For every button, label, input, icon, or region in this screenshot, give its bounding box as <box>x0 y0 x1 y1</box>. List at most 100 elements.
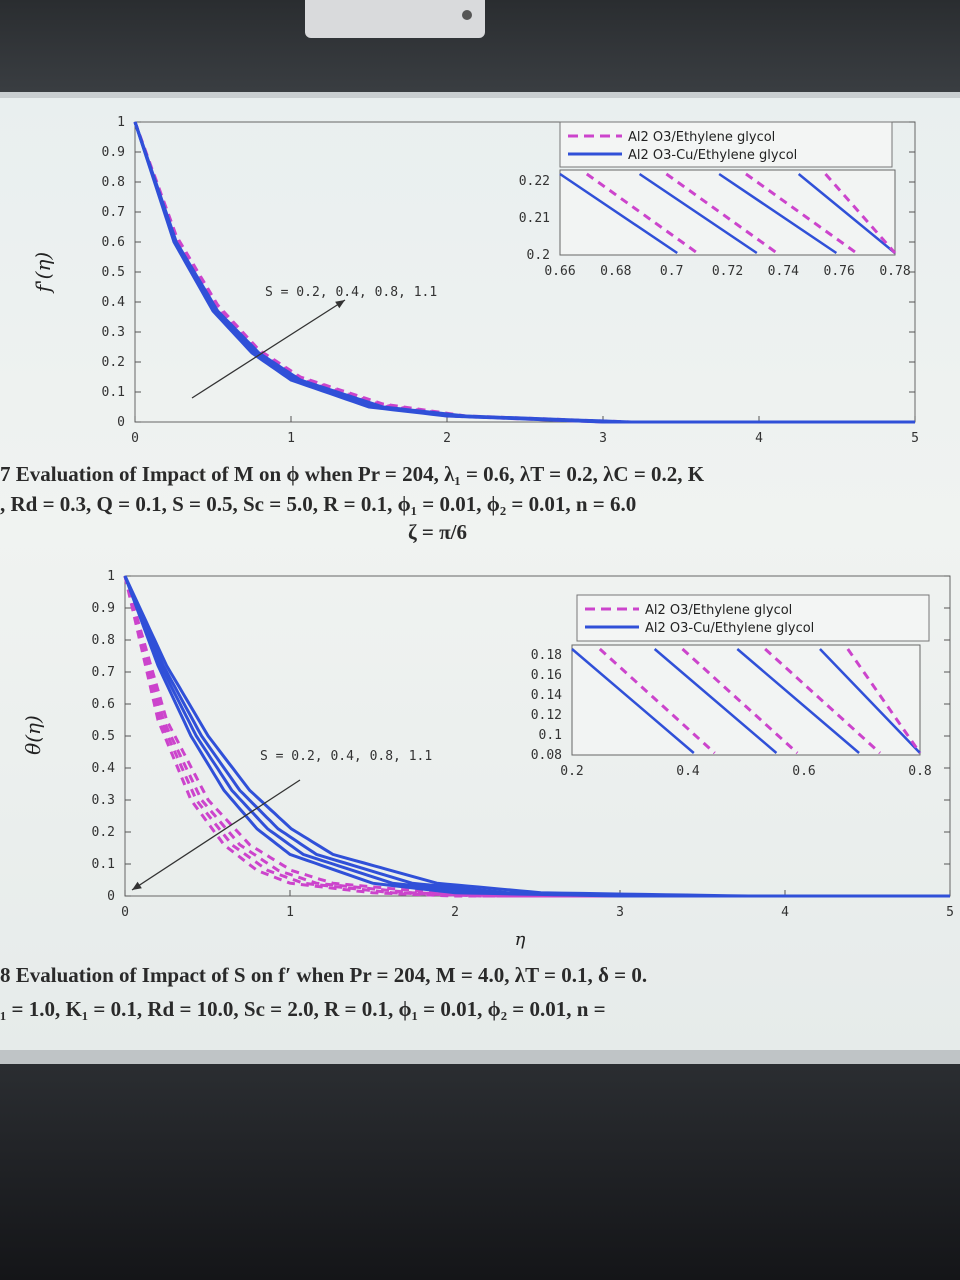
inset-line-al2o3-cu-1 <box>571 648 695 754</box>
series-line-al2o3-cu-s4 <box>123 575 950 898</box>
legend-label-2: Al2 O3-Cu/Ethylene glycol <box>628 148 797 163</box>
y-tick-label: 0 <box>107 889 115 904</box>
inset-line-al2o3-cu-2 <box>653 648 778 754</box>
inset-line-al2o3-cu-3 <box>736 648 860 754</box>
figure7-caption-line3: ζ = π/6 <box>408 520 467 544</box>
inset-line-al2o3-2 <box>681 647 799 755</box>
figure8-caption-line2: ₁ = 1.0, K₁ = 0.1, Rd = 10.0, Sc = 2.0, … <box>0 997 606 1021</box>
inset-line-al2o3-4 <box>824 173 897 254</box>
x-tick-label: 1 <box>286 905 294 920</box>
y-tick-label: 0.9 <box>92 601 115 616</box>
series-line-al2o3-s2 <box>123 575 950 898</box>
y-axis-label: f'(η) <box>31 252 55 295</box>
inset-line-al2o3-cu-3 <box>718 172 838 255</box>
y-tick-label: 0.1 <box>102 385 125 400</box>
x-tick-label: 1 <box>287 431 295 446</box>
x-tick-label: 0 <box>131 431 139 446</box>
annotation-arrow <box>191 299 346 399</box>
inset-y-tick-label: 0.18 <box>531 648 562 663</box>
inset-line-al2o3-2 <box>665 172 778 255</box>
series-line-al2o3-cu-s4 <box>133 121 915 424</box>
inset-line-al2o3-3 <box>764 647 881 755</box>
inset-line-al2o3-4 <box>846 648 922 754</box>
annotation-arrowhead <box>335 300 345 309</box>
x-tick-label: 2 <box>451 905 459 920</box>
y-tick-label: 0.1 <box>92 857 115 872</box>
y-tick-label: 0.4 <box>102 295 126 310</box>
inset-y-tick-label: 0.08 <box>531 748 562 763</box>
legend-label-2: Al2 O3-Cu/Ethylene glycol <box>645 621 814 636</box>
inset-x-tick-label: 0.74 <box>768 264 799 279</box>
inset-line-al2o3-cu-4 <box>819 648 921 754</box>
x-tick-label: 3 <box>599 431 607 446</box>
legend-box <box>576 594 930 642</box>
legend-label-1: Al2 O3/Ethylene glycol <box>645 603 792 618</box>
chart-2: 0 0.1 0.2 0.3 0.4 0.5 0.6 0.7 0.8 0.9 1 0 1 2 3 4 5 θ(η) η… <box>21 569 954 950</box>
y-tick-label: 0.8 <box>92 633 115 648</box>
x-tick-label: 5 <box>911 431 919 446</box>
y-tick-label: 0.5 <box>92 729 115 744</box>
y-tick-label: 0.9 <box>102 145 125 160</box>
inset-x-tick-label: 0.76 <box>824 264 855 279</box>
x-tick-label: 3 <box>616 905 624 920</box>
inset-y-tick-label: 0.22 <box>519 174 550 189</box>
x-tick-label: 5 <box>946 905 954 920</box>
inset-y-tick-label: 0.16 <box>531 668 562 683</box>
figure8-caption-line1: 8 Evaluation of Impact of S on f′ when P… <box>0 963 648 987</box>
inset-x-tick-label: 0.8 <box>908 764 931 779</box>
inset-line-al2o3-cu-2 <box>638 172 758 255</box>
inset-x-tick-label: 0.68 <box>600 264 631 279</box>
y-tick-label: 0.2 <box>92 825 115 840</box>
x-tick-label: 2 <box>443 431 451 446</box>
figure7-caption-line1: 7 Evaluation of Impact of M on ϕ when Pr… <box>0 462 705 486</box>
annotation-arrowhead <box>132 881 142 890</box>
parameter-annotation: S = 0.2, 0.4, 0.8, 1.1 <box>260 749 432 764</box>
inset-line-al2o3-3 <box>745 172 858 255</box>
x-tick-label: 0 <box>121 905 129 920</box>
x-tick-label: 4 <box>755 431 763 446</box>
figure7-caption-line2: , Rd = 0.3, Q = 0.1, S = 0.5, Sc = 5.0, … <box>0 492 637 516</box>
inset-x-tick-label: 0.6 <box>792 764 815 779</box>
y-axis-label: θ(η) <box>21 715 45 755</box>
inset-line-al2o3-1 <box>598 647 716 755</box>
y-tick-label: 0.6 <box>92 697 115 712</box>
y-tick-label: 0.5 <box>102 265 125 280</box>
inset-y-tick-label: 0.21 <box>519 211 550 226</box>
inset-y-tick-label: 0.12 <box>531 708 562 723</box>
inset-line-al2o3-cu-4 <box>797 173 896 254</box>
x-axis-label: η <box>515 929 526 950</box>
chart-1: 0 0.1 0.2 0.3 0.4 0.5 0.6 0.7 0.8 0.9 1 0 1 2 3 4 5 f'(η)… <box>31 115 919 446</box>
inset-x-tick-label: 0.2 <box>560 764 583 779</box>
inset-x-tick-label: 0.72 <box>712 264 743 279</box>
inset-line-al2o3-cu-1 <box>559 172 678 255</box>
screen-ledge <box>0 1050 960 1064</box>
y-tick-label: 0.6 <box>102 235 125 250</box>
legend-label-1: Al2 O3/Ethylene glycol <box>628 130 775 145</box>
y-tick-label: 1 <box>117 115 125 130</box>
inset-x-tick-label: 0.78 <box>879 264 910 279</box>
inset-y-tick-label: 0.1 <box>539 728 562 743</box>
projector-lens <box>462 10 472 20</box>
parameter-annotation: S = 0.2, 0.4, 0.8, 1.1 <box>265 285 437 300</box>
x-tick-label: 4 <box>781 905 789 920</box>
y-tick-label: 0.8 <box>102 175 125 190</box>
legend-box <box>559 121 893 168</box>
inset-x-tick-label: 0.7 <box>660 264 683 279</box>
y-tick-label: 1 <box>107 569 115 584</box>
inset-line-al2o3-1 <box>585 172 699 255</box>
projector <box>305 0 485 38</box>
inset-y-tick-label: 0.2 <box>527 248 550 263</box>
inset-x-tick-label: 0.4 <box>676 764 700 779</box>
y-tick-label: 0.7 <box>102 205 125 220</box>
room-floor <box>0 1050 960 1280</box>
y-tick-label: 0.2 <box>102 355 125 370</box>
y-tick-label: 0 <box>117 415 125 430</box>
annotation-arrow <box>131 779 301 891</box>
y-tick-label: 0.3 <box>92 793 115 808</box>
y-tick-label: 0.4 <box>92 761 116 776</box>
y-tick-label: 0.7 <box>92 665 115 680</box>
inset-x-tick-label: 0.66 <box>544 264 575 279</box>
y-tick-label: 0.3 <box>102 325 125 340</box>
inset-y-tick-label: 0.14 <box>531 688 562 703</box>
